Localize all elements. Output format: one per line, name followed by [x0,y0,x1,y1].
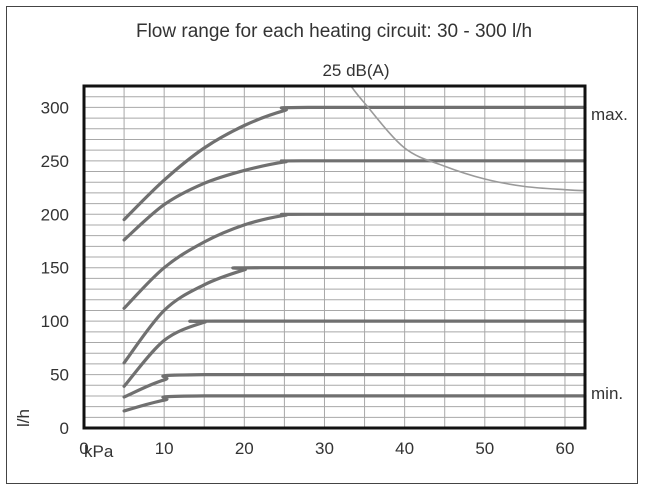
x-tick-label: 30 [315,439,334,458]
flow-curve-5 [122,319,587,388]
y-tick-label: 0 [60,419,69,438]
y-axis-label: l/h [14,409,33,427]
x-axis: 0 10 20 30 40 50 60 [79,439,574,458]
y-tick-label: 300 [41,98,69,117]
y-tick-label: 150 [41,259,69,278]
plot-border [82,84,587,430]
x-tick-label: 40 [395,439,414,458]
grid [84,86,585,428]
noise-label: 25 dB(A) [322,61,389,80]
flow-curve-1 [122,105,587,222]
y-axis: 0 50 100 150 200 250 300 [41,98,69,438]
x-tick-label: 60 [555,439,574,458]
x-tick-label: 50 [475,439,494,458]
x-tick-label: 20 [235,439,254,458]
x-tick-label: 10 [155,439,174,458]
flow-curve-6 [122,372,587,399]
flow-curve-4 [122,266,587,365]
y-tick-label: 100 [41,312,69,331]
x-axis-label: kPa [84,442,114,461]
flow-curve-3 [122,212,587,310]
y-tick-label: 50 [50,366,69,385]
noise-limit-curve [350,85,586,192]
x-tick-label: 0 [79,439,88,458]
flow-curve-2 [122,159,587,242]
y-tick-label: 200 [41,205,69,224]
max-label: max. [591,105,628,124]
chart-title: Flow range for each heating circuit: 30 … [136,21,532,42]
y-tick-label: 250 [41,152,69,171]
min-label: min. [591,384,623,403]
series-group [122,85,587,413]
flow-curve-7 [122,394,587,413]
